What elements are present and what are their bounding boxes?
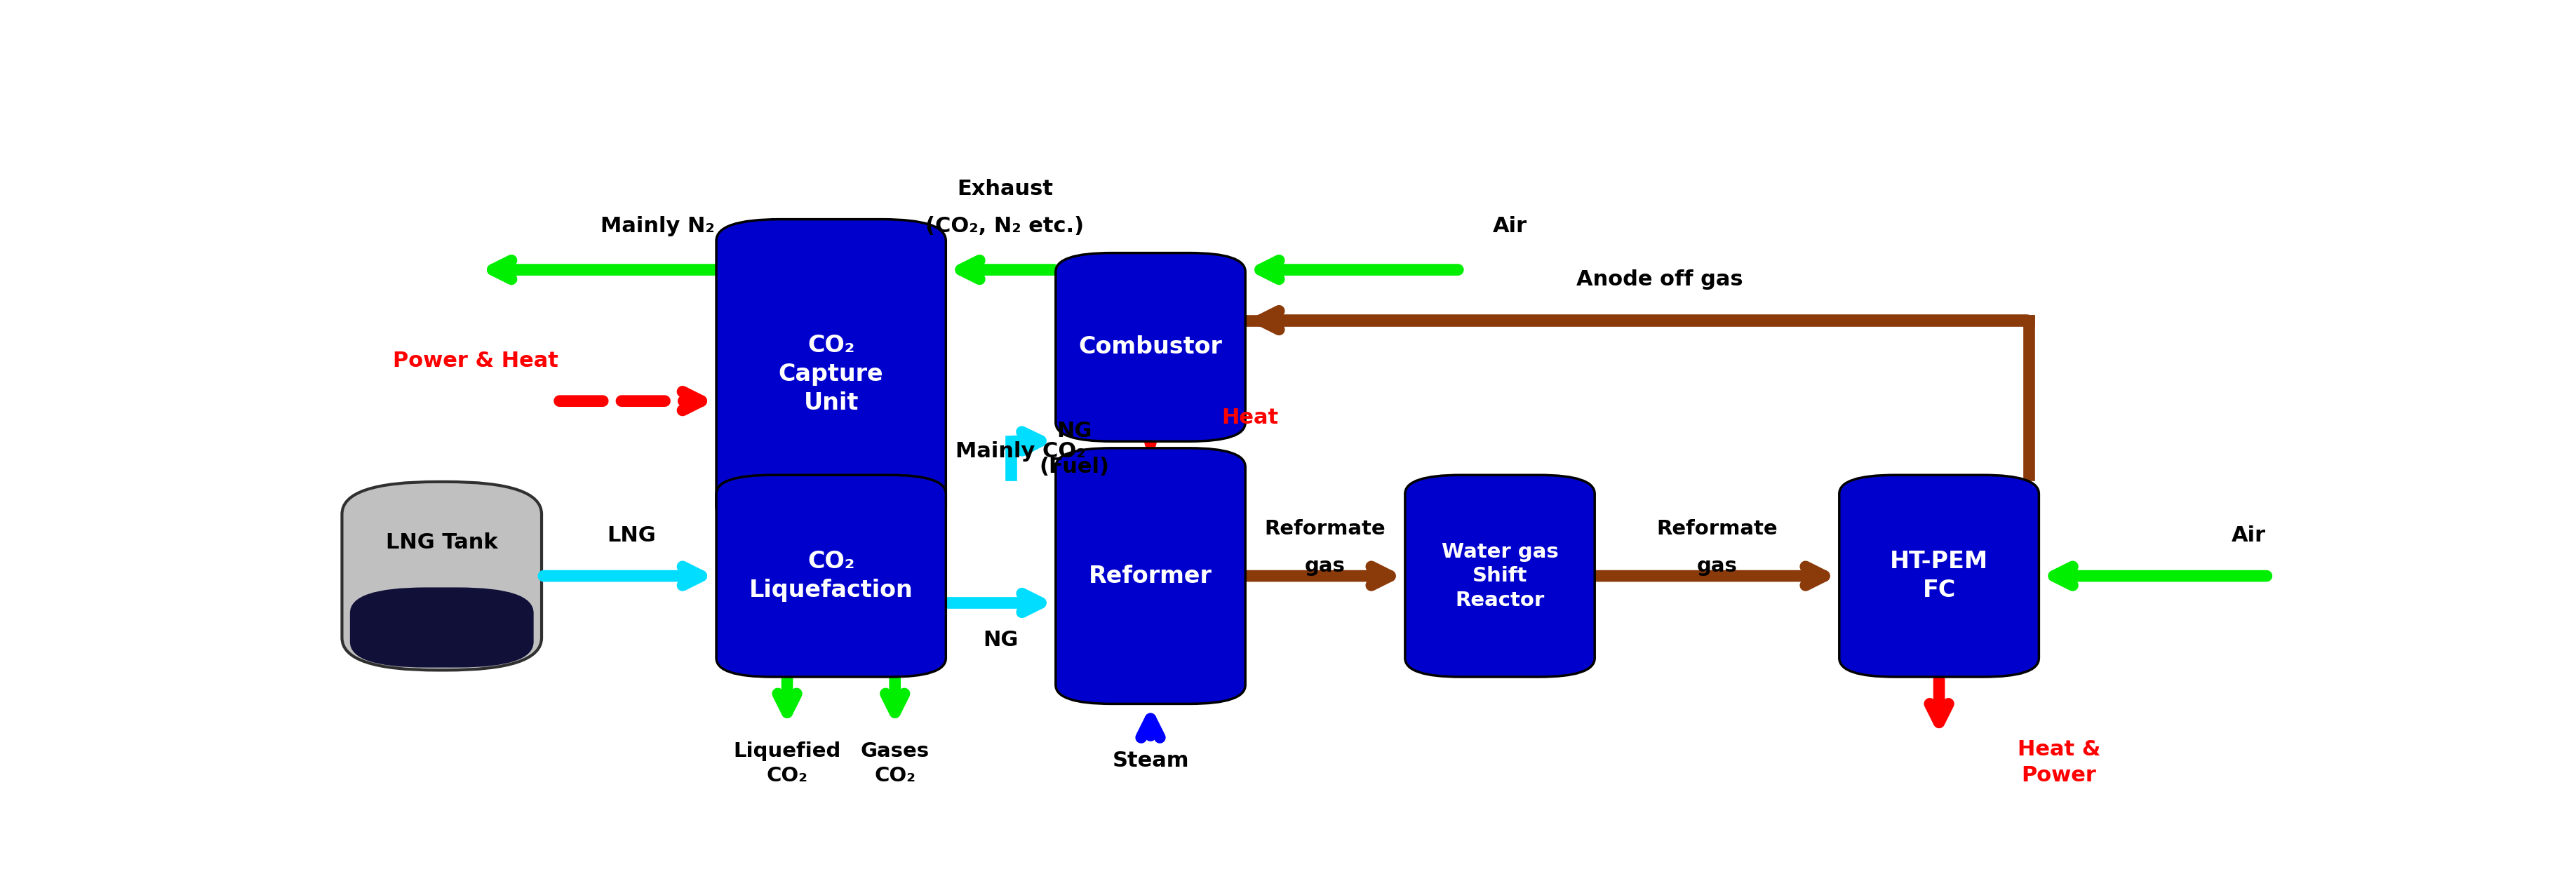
Text: Air: Air xyxy=(1492,216,1528,236)
FancyBboxPatch shape xyxy=(716,219,945,529)
FancyBboxPatch shape xyxy=(1056,253,1244,441)
Text: HT-PEM
FC: HT-PEM FC xyxy=(1891,550,1989,602)
Text: LNG Tank: LNG Tank xyxy=(386,532,497,552)
Text: Gases: Gases xyxy=(860,741,930,760)
Text: gas: gas xyxy=(1698,556,1736,576)
FancyBboxPatch shape xyxy=(1839,475,2040,677)
Text: Anode off gas: Anode off gas xyxy=(1577,270,1744,290)
FancyBboxPatch shape xyxy=(1404,475,1595,677)
Text: CO₂: CO₂ xyxy=(873,766,914,786)
Text: CO₂: CO₂ xyxy=(768,766,809,786)
Text: Power & Heat: Power & Heat xyxy=(394,350,559,371)
Text: Mainly CO₂: Mainly CO₂ xyxy=(956,441,1087,461)
Text: Steam: Steam xyxy=(1113,751,1190,771)
Text: Heat: Heat xyxy=(1221,407,1278,428)
Text: Combustor: Combustor xyxy=(1079,336,1224,358)
Text: NG: NG xyxy=(1056,421,1092,441)
FancyBboxPatch shape xyxy=(1056,448,1244,704)
Text: (CO₂, N₂ etc.): (CO₂, N₂ etc.) xyxy=(925,216,1084,236)
Text: gas: gas xyxy=(1306,556,1345,576)
Text: Liquefied: Liquefied xyxy=(734,741,840,760)
Text: Air: Air xyxy=(2231,525,2267,545)
Text: Heat &: Heat & xyxy=(2017,739,2099,760)
Text: Reformer: Reformer xyxy=(1090,565,1213,587)
Text: (Fuel): (Fuel) xyxy=(1041,457,1110,477)
Text: Exhaust: Exhaust xyxy=(956,179,1054,199)
Text: LNG: LNG xyxy=(608,525,657,545)
Text: Reformate: Reformate xyxy=(1656,519,1777,538)
Text: Reformate: Reformate xyxy=(1265,519,1386,538)
Text: NG: NG xyxy=(984,630,1018,650)
FancyBboxPatch shape xyxy=(343,482,541,670)
Text: Mainly N₂: Mainly N₂ xyxy=(600,216,714,236)
FancyBboxPatch shape xyxy=(716,475,945,677)
Text: CO₂
Liquefaction: CO₂ Liquefaction xyxy=(750,550,912,602)
Text: Water gas
Shift
Reactor: Water gas Shift Reactor xyxy=(1443,542,1558,610)
Text: Power: Power xyxy=(2022,765,2097,786)
Text: CO₂
Capture
Unit: CO₂ Capture Unit xyxy=(778,334,884,414)
FancyBboxPatch shape xyxy=(350,587,533,668)
